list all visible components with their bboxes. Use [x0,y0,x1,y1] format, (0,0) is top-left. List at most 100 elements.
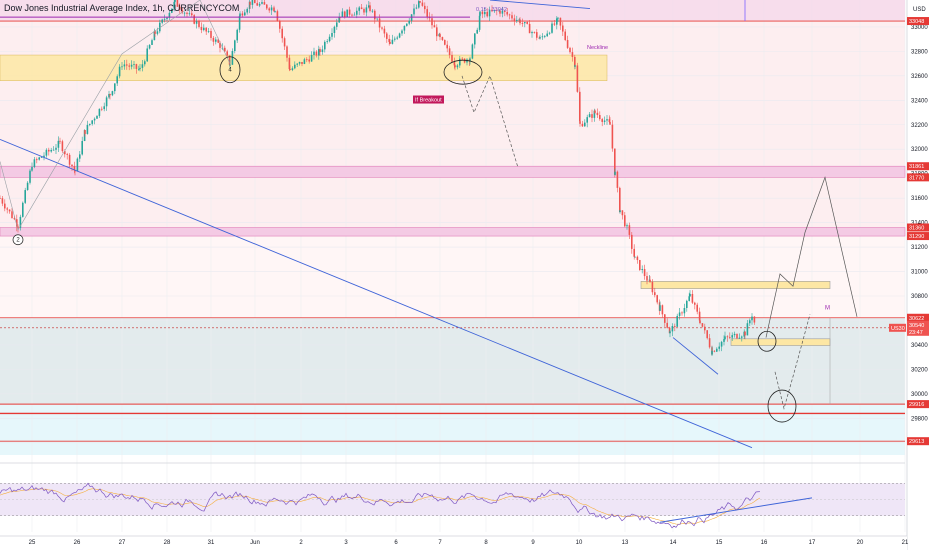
circle-current [757,330,777,352]
candle-body [224,47,226,52]
candle-body [16,219,18,227]
price-tick-label: 32000 [911,147,928,153]
chart-title: Dow Jones Industrial Average Index, 1h, … [4,3,239,13]
candle-body [683,308,686,314]
candle-body [733,333,736,336]
candle-body [528,23,531,34]
candle-body [234,40,236,52]
candle-body [173,1,175,9]
candle-body [391,39,394,44]
candle-body [376,18,378,20]
candle-body [66,154,68,155]
candle-body [146,48,148,62]
box-target-upper [640,281,831,289]
candle-body [431,18,433,26]
candle-body [699,320,701,324]
candle-body [126,64,128,66]
candle-body [524,22,526,24]
time-tick-label: 26 [74,540,81,546]
candle-body [676,315,678,327]
candle-body [0,198,1,199]
candle-body [511,15,513,19]
candle-body [24,190,26,203]
candle-body [228,55,231,65]
candle-body [57,140,60,148]
candle-body [48,149,50,152]
price-tag-bg [907,173,929,182]
candle-body [121,66,123,68]
rsi-trendline [659,497,813,523]
candle-body [508,14,511,16]
candle-body [686,300,688,309]
candle-body [718,346,720,349]
candle-body [8,209,11,212]
candle-body [406,23,408,26]
candle-body [669,331,671,334]
candle-body [631,234,633,249]
time-tick-label: 27 [119,540,126,546]
candle-body [591,114,593,118]
candle-body [729,336,731,338]
candle-body [103,106,105,110]
candle-body [746,323,749,336]
candle-body [491,9,493,12]
candle-body [614,171,616,175]
candle-body [138,68,140,70]
current-price-value: 30540 [909,323,924,329]
candle-body [401,30,403,34]
candle-body [279,21,281,29]
candle-body [11,211,13,219]
candle-body [678,312,681,316]
candle-body [664,314,666,323]
candle-body [108,94,110,98]
time-tick-label: 8 [484,540,488,546]
candle-body [716,348,718,352]
time-tick-label: 13 [622,540,629,546]
price-tag-bg [907,232,929,241]
resistance-zone-31300 [0,227,906,237]
candle-body [556,18,558,25]
candle-body [571,52,574,57]
candle-body [608,119,611,123]
candle-body [386,33,388,39]
price-axis: 2960029800300003020030400306003080031000… [889,0,932,550]
candle-body [365,7,368,13]
candle-body [436,27,438,37]
candle-body [469,58,471,62]
candle-body [291,68,294,71]
wave-2-marker [12,234,24,246]
time-tick-label: 20 [857,540,864,546]
candle-body [651,281,654,293]
mid-tint [0,234,905,318]
symbol-tag-bg [889,323,906,332]
candle-body [634,256,636,258]
candle-body [50,150,52,152]
candle-body [704,326,706,331]
candle-body [388,38,390,42]
candle-body [731,335,733,338]
bottom-cyan-tint [0,404,905,455]
candle-body [31,166,33,171]
candle-body [426,9,428,17]
candle-body [533,32,536,33]
rsi-pane: 20.0040.0060.0080.00 [0,462,926,529]
time-tick-label: 17 [809,540,816,546]
candle-body [276,11,279,22]
candle-body [181,9,183,13]
candle-body [671,326,674,332]
candle-body [504,10,506,12]
candle-body [298,61,301,64]
price-tag-bg [907,313,929,322]
candle-body [22,202,24,217]
candle-body [356,10,358,15]
candle-body [79,154,81,159]
candle-body [139,67,141,69]
candle-body [633,248,635,257]
candle-body [488,9,491,17]
candle-body [519,19,521,24]
candle-body [141,64,144,68]
candle-body [581,123,584,127]
descending-trendline [0,139,753,449]
